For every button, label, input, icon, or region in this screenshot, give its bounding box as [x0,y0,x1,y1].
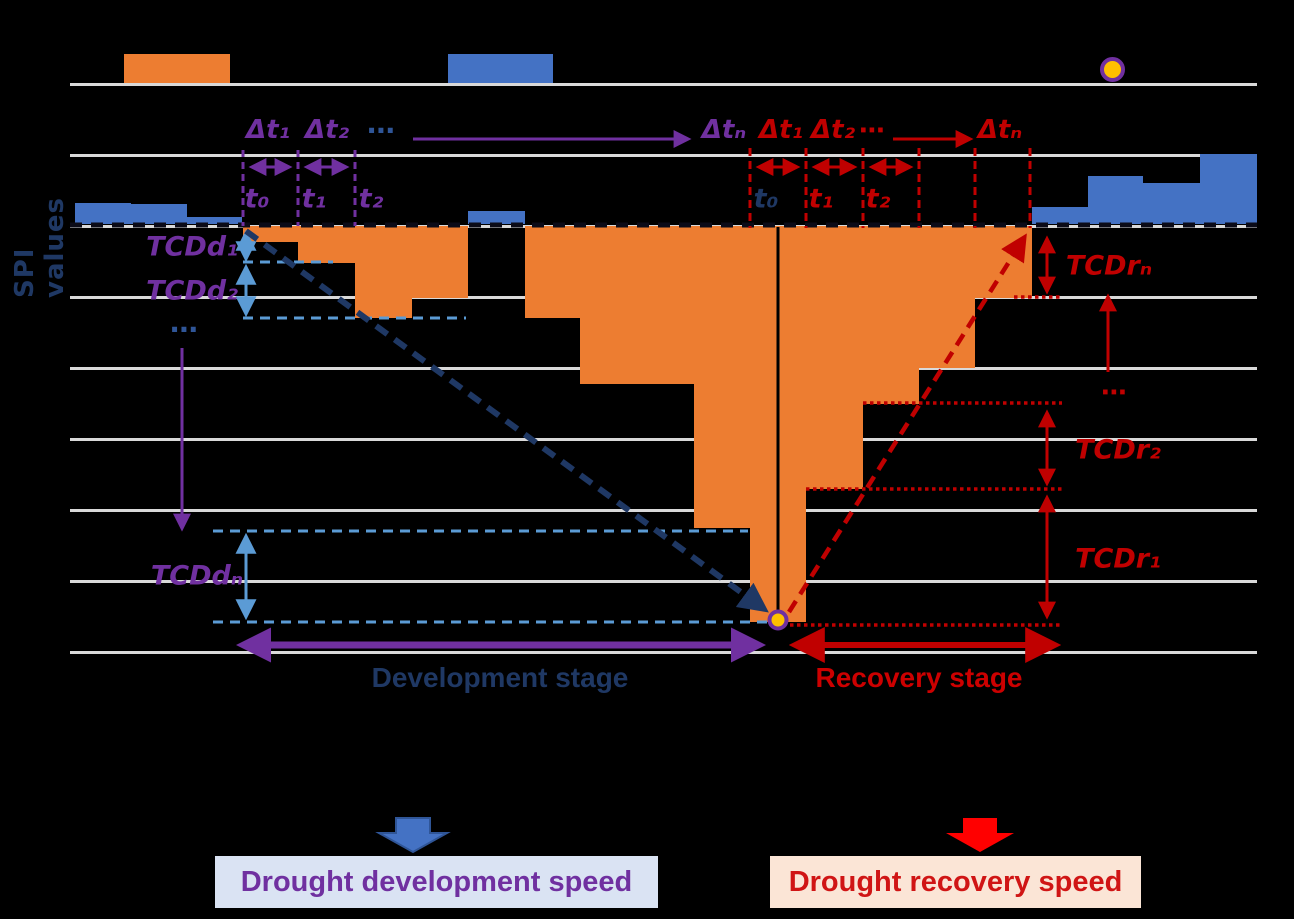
recovery-slope-arrow [787,233,1027,614]
spi-negative-bar [694,226,750,528]
tcddn-label: TCDdₙ [150,560,244,592]
rec-dt-dots: ⋯ [859,116,885,146]
y-axis-label: SPI values [10,196,70,298]
tcdd-dots: ⋯ [170,313,198,346]
tcdr1-label: TCDr₁ [1075,543,1161,575]
recovery-speed-callout: Drought recovery speed [770,856,1141,908]
spi-negative-bar [298,226,355,263]
dev-dt2-label: Δt₂ [305,115,349,145]
development-speed-block-arrow-icon [375,817,451,854]
spi-negative-bar [355,226,412,318]
spi-positive-bar [75,203,131,224]
rec-t0-label: t₀ [753,183,779,215]
spi-negative-bar [806,226,863,489]
spi-positive-bar [187,217,242,224]
legend-orange-swatch [124,54,230,83]
tcdd2-label: TCDd₂ [146,275,238,307]
dev-t1-label: t₁ [301,183,327,215]
gridline [70,83,1257,86]
dev-t2-label: t₂ [358,183,384,215]
gridline [70,438,1257,441]
spi-negative-bar [863,226,919,404]
legend-minimum-marker-icon [1100,57,1125,82]
minimum-spi-marker [767,609,789,631]
rec-t1-label: t₁ [808,183,834,215]
tcdrn-label: TCDrₙ [1065,250,1153,282]
spi-positive-bar [131,204,187,224]
rec-dtn-label: Δtₙ [977,115,1023,145]
gridline [70,580,1257,583]
dev-dt1-label: Δt₁ [246,115,290,145]
recovery-speed-block-arrow-icon [946,818,1014,852]
tcdr2-label: TCDr₂ [1075,434,1161,466]
spi-negative-bar [580,226,637,384]
rec-dt1-label: Δt₁ [759,115,803,145]
gridline [70,154,1257,157]
spi-positive-bar [1143,183,1200,224]
dev-t0-label: t₀ [244,183,270,215]
spi-positive-bar [468,211,525,224]
spi-positive-bar [1032,207,1088,224]
recovery-speed-text: Drought recovery speed [788,865,1123,898]
dev-dtn-label: Δtₙ [701,115,747,145]
recovery-stage-label: Recovery stage [815,662,1023,693]
spi-positive-bar [1088,176,1143,224]
spi-negative-bar [412,226,468,298]
legend-blue-swatch [448,54,553,83]
recovery-depth-measures [790,235,1117,627]
development-speed-text: Drought development speed [240,865,633,898]
development-slope-arrow [244,228,769,613]
development-depth-measures [213,229,768,624]
recovery-timeline [748,130,1032,228]
rec-dt2-label: Δt₂ [811,115,855,145]
development-stage-label: Development stage [371,662,629,693]
spi-negative-bar [919,226,975,368]
spi-positive-bar [1200,154,1257,224]
rec-t2-label: t₂ [865,183,891,215]
gridline [70,509,1257,512]
dev-dt-dots: ⋯ [367,114,395,147]
development-speed-callout: Drought development speed [215,856,658,908]
spi-negative-bar [637,226,694,384]
spi-negative-bar [525,226,580,318]
tcdd1-label: TCDd₁ [146,231,238,263]
tcdr-dots: ⋯ [1101,378,1127,408]
development-timeline [241,130,692,226]
